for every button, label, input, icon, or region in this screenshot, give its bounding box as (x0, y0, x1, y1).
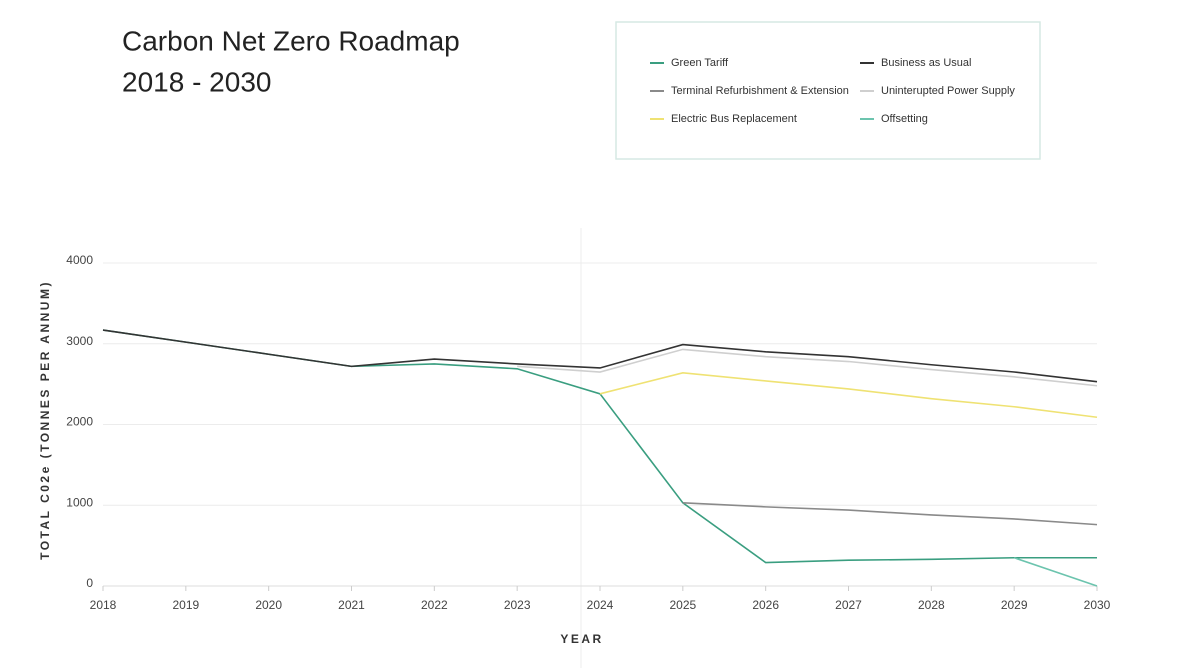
x-tick-label: 2019 (172, 598, 199, 612)
legend-label: Electric Bus Replacement (671, 113, 797, 125)
series-line (599, 372, 1098, 419)
y-tick-label: 3000 (66, 334, 93, 348)
y-tick-label: 4000 (66, 253, 93, 267)
legend-label: Uninterupted Power Supply (881, 85, 1015, 97)
x-tick-label: 2024 (587, 598, 614, 612)
chart-subtitle: 2018 - 2030 (122, 66, 271, 97)
x-tick-label: 2027 (835, 598, 862, 612)
legend-label: Green Tariff (671, 57, 729, 69)
x-tick-label: 2018 (90, 598, 117, 612)
x-tick-label: 2029 (1001, 598, 1028, 612)
legend-label: Business as Usual (881, 57, 972, 69)
y-tick-label: 1000 (66, 495, 93, 509)
series-line (1013, 556, 1098, 587)
legend-box (615, 21, 1041, 160)
x-tick-label: 2026 (752, 598, 779, 612)
chart-title: Carbon Net Zero Roadmap (122, 25, 460, 56)
x-tick-label: 2023 (504, 598, 531, 612)
series-line (517, 348, 1098, 387)
x-tick-label: 2020 (255, 598, 282, 612)
x-tick-label: 2030 (1084, 598, 1111, 612)
legend-label: Terminal Refurbishment & Extension (671, 85, 849, 97)
x-tick-label: 2022 (421, 598, 448, 612)
x-tick-label: 2025 (669, 598, 696, 612)
y-tick-label: 2000 (66, 415, 93, 429)
series-line (682, 502, 1098, 526)
y-axis-label: TOTAL C02e (TONNES PER ANNUM) (38, 280, 52, 560)
series-line (102, 329, 1098, 383)
legend-label: Offsetting (881, 113, 928, 125)
series-line (102, 329, 1097, 564)
y-tick-label: 0 (86, 576, 93, 590)
x-axis-label: YEAR (560, 632, 603, 646)
x-tick-label: 2021 (338, 598, 365, 612)
x-tick-label: 2028 (918, 598, 945, 612)
